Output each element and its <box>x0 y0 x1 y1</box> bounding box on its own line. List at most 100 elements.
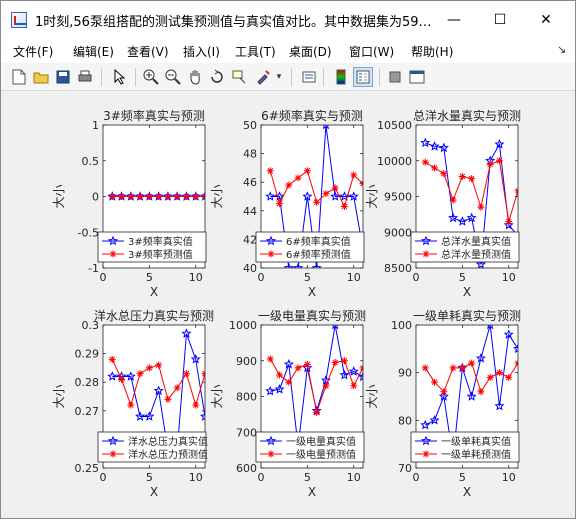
dock-icon[interactable] <box>407 67 427 87</box>
data-point-asterisk <box>127 401 135 409</box>
chart-title: 总洋水量真实与预测 <box>413 108 521 123</box>
y-tick-label: 9000 <box>384 226 412 239</box>
data-point-star <box>144 411 155 421</box>
title-bar[interactable]: 1时刻,56泵组搭配的测试集预测值与真实值对比。其中数据集为59条,训... —… <box>1 1 575 39</box>
data-point-star <box>448 212 459 223</box>
data-point-star <box>283 262 294 268</box>
data-point-star <box>357 371 363 382</box>
menu-insert[interactable]: 插入(I) <box>183 45 220 59</box>
data-point-asterisk <box>458 172 466 180</box>
legend-star-icon <box>420 235 432 246</box>
menu-tools[interactable]: 工具(T) <box>235 45 276 59</box>
y-tick-label: 48 <box>243 148 257 161</box>
data-point-asterisk <box>108 193 116 200</box>
data-point-star <box>429 141 440 151</box>
menu-view[interactable]: 查看(V) <box>127 45 169 59</box>
data-point-star <box>503 329 514 339</box>
data-point-star <box>420 137 431 148</box>
data-point-star <box>429 415 440 425</box>
x-tick-label: 0 <box>413 271 420 284</box>
data-point-asterisk <box>340 357 348 365</box>
data-point-star <box>302 362 313 373</box>
data-point-star <box>494 139 505 149</box>
data-point-star <box>457 216 468 226</box>
y-tick-label: 0 <box>92 191 99 204</box>
y-tick-label: 100 <box>391 319 412 332</box>
data-point-star <box>494 400 505 411</box>
data-cursor-icon[interactable] <box>229 67 249 87</box>
minimize-button[interactable]: — <box>447 12 461 28</box>
y-tick-label: 50 <box>243 119 257 132</box>
y-tick-label: -1 <box>88 262 99 275</box>
rotate-icon[interactable] <box>207 67 227 87</box>
menu-overflow-icon[interactable]: ↘ <box>557 43 567 56</box>
save-icon[interactable] <box>53 67 73 87</box>
x-tick-label: 10 <box>189 471 203 484</box>
data-point-asterisk <box>182 193 190 200</box>
new-file-icon[interactable] <box>9 67 29 87</box>
data-point-asterisk <box>431 164 439 172</box>
menu-edit[interactable]: 编辑(E) <box>73 45 114 59</box>
menu-help[interactable]: 帮助(H) <box>411 45 454 59</box>
y-tick-label: 46 <box>243 176 257 189</box>
data-point-star <box>322 125 330 130</box>
print-icon[interactable] <box>75 67 95 87</box>
data-point-asterisk <box>155 193 163 200</box>
data-layer <box>265 325 363 451</box>
x-tick-label: 10 <box>347 271 361 284</box>
pan-icon[interactable] <box>185 67 205 87</box>
x-tick-label: 0 <box>413 471 420 484</box>
dropdown-arrow-icon[interactable]: ▾ <box>276 72 282 82</box>
data-point-star <box>311 262 322 268</box>
zoom-in-icon[interactable] <box>141 67 161 87</box>
x-tick-label: 10 <box>502 471 516 484</box>
data-point-star <box>330 191 341 201</box>
colorbar-icon[interactable] <box>331 67 351 87</box>
data-point-star <box>283 359 294 369</box>
menu-file[interactable]: 文件(F) <box>13 45 54 59</box>
legend-entry-label: 一级单耗真实值 <box>441 435 511 448</box>
y-tick-label: 0.3 <box>82 319 100 332</box>
brush-icon[interactable] <box>253 67 273 87</box>
data-point-star <box>181 328 192 338</box>
data-point-star <box>274 384 285 394</box>
x-tick-label: 5 <box>146 271 153 284</box>
data-point-star <box>438 142 449 153</box>
menu-window[interactable]: 窗口(W) <box>349 45 395 59</box>
y-tick-label: 42 <box>243 233 257 246</box>
x-axis-label: X <box>463 285 471 299</box>
data-point-star <box>107 371 118 381</box>
legend-box <box>97 231 207 263</box>
legend-box <box>410 231 520 263</box>
toolbar-separator <box>101 68 102 86</box>
open-folder-icon[interactable] <box>31 67 51 87</box>
data-point-asterisk <box>173 384 181 392</box>
legend-entry-label: 洋水总压力真实值 <box>128 435 208 448</box>
data-point-star <box>466 212 477 223</box>
x-axis-label: X <box>308 485 316 499</box>
zoom-out-icon[interactable] <box>163 67 183 87</box>
legend-asterisk-icon <box>422 250 430 258</box>
pointer-icon[interactable] <box>109 67 129 87</box>
legend-box <box>97 431 207 463</box>
menu-desktop[interactable]: 桌面(D) <box>289 45 332 59</box>
subplot-grid: 0 5 10-1-0.500.513#频率真实与预测X大小3#频率真实值3#频率预测… <box>52 108 521 499</box>
link-icon[interactable] <box>299 67 319 87</box>
y-tick-label: 0.28 <box>75 376 100 389</box>
data-point-asterisk <box>322 382 330 390</box>
data-point-asterisk <box>350 171 358 179</box>
data-point-asterisk <box>477 388 485 396</box>
data-point-asterisk <box>285 378 293 386</box>
x-axis-label: X <box>308 285 316 299</box>
data-point-asterisk <box>108 355 116 363</box>
legend-entry-label: 总洋水量真实值 <box>441 235 511 248</box>
maximize-button[interactable]: ☐ <box>493 12 507 28</box>
legend-icon[interactable] <box>353 67 373 87</box>
close-button[interactable]: ✕ <box>540 12 552 28</box>
hide-tools-icon[interactable] <box>385 67 405 87</box>
y-tick-label: 70 <box>398 462 412 475</box>
